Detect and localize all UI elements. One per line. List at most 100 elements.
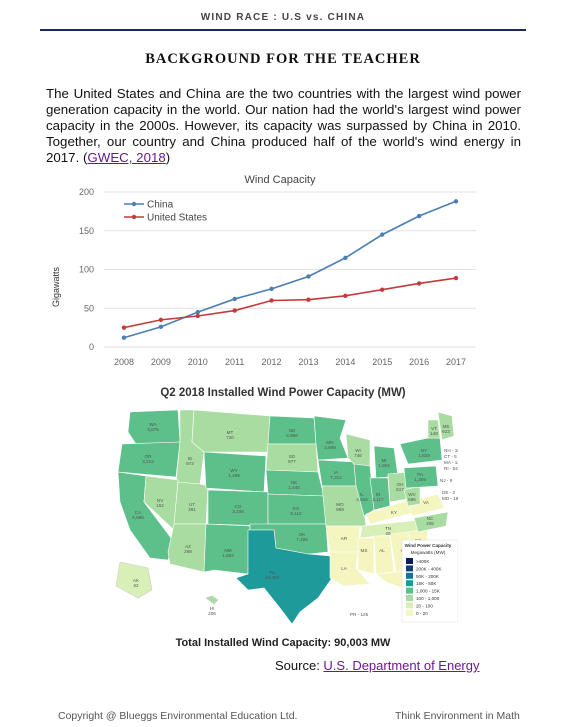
data-point bbox=[343, 255, 348, 261]
state-value-ny: 1,829 bbox=[418, 453, 430, 458]
state-label-ky: KY bbox=[391, 510, 397, 515]
y-tick-label: 100 bbox=[79, 265, 94, 275]
state-ny bbox=[399, 437, 443, 465]
state-value-oh: 617 bbox=[396, 487, 404, 492]
state-value-wy: 1,489 bbox=[228, 473, 240, 478]
y-tick-label: 150 bbox=[79, 226, 94, 236]
state-nc bbox=[413, 511, 449, 533]
state-label-ms: MS bbox=[361, 548, 368, 553]
state-label-nd: ND bbox=[289, 428, 296, 433]
grid-lines bbox=[104, 191, 476, 348]
state-label-pa: PA bbox=[417, 472, 424, 477]
state-value-wa: 3,075 bbox=[147, 427, 159, 432]
legend-swatch bbox=[406, 572, 413, 579]
state-label-ne: NE bbox=[291, 480, 297, 485]
state-callout: PR - 125 bbox=[350, 612, 369, 617]
data-point bbox=[232, 296, 237, 302]
legend-item-label: 50K - 200K bbox=[416, 574, 440, 579]
legend-swatch bbox=[406, 602, 413, 609]
data-point bbox=[306, 274, 311, 279]
state-callout: NJ - 9 bbox=[440, 478, 453, 483]
state-label-mi: MI bbox=[381, 458, 386, 463]
source-link[interactable]: U.S. Department of Energy bbox=[323, 658, 480, 673]
legend-item-label: >400K bbox=[416, 559, 430, 564]
state-label-mo: MO bbox=[336, 502, 344, 507]
state-callout: CT - 5 bbox=[444, 454, 457, 459]
footer-copyright: Copyright @ Blueggs Environmental Educat… bbox=[58, 710, 298, 722]
chart-title: Wind Capacity bbox=[245, 174, 316, 186]
data-point bbox=[343, 293, 348, 299]
state-label-il: IL bbox=[360, 492, 364, 497]
data-point bbox=[121, 335, 127, 340]
intro-paragraph: The United States and China are the two … bbox=[46, 86, 521, 166]
x-tick-label: 2012 bbox=[262, 357, 282, 367]
y-tick-label: 200 bbox=[79, 187, 94, 197]
data-point bbox=[380, 232, 385, 237]
state-callout: RI - 54 bbox=[444, 466, 458, 471]
x-tick-label: 2010 bbox=[188, 357, 208, 367]
state-value-mn: 3,699 bbox=[324, 445, 336, 450]
state-vt bbox=[427, 419, 441, 439]
y-axis-label: Gigawatts bbox=[51, 266, 61, 307]
state-label-ut: UT bbox=[189, 502, 195, 507]
x-tick-label: 2017 bbox=[446, 357, 466, 367]
x-tick-label: 2014 bbox=[335, 357, 355, 367]
data-point bbox=[453, 199, 459, 204]
state-label-az: AZ bbox=[185, 544, 191, 549]
data-point bbox=[269, 298, 274, 303]
state-tx bbox=[235, 529, 333, 625]
state-label-vt: VT bbox=[431, 426, 437, 431]
y-tick-labels: 0 50 100 150 200 bbox=[79, 187, 94, 352]
legend-swatch bbox=[406, 587, 413, 594]
state-callout: NH - 185 bbox=[444, 448, 458, 453]
state-callout: MA - 113 bbox=[444, 460, 458, 465]
state-label-la: LA bbox=[341, 566, 348, 571]
data-point bbox=[306, 297, 311, 302]
state-value-wv: 686 bbox=[408, 497, 416, 502]
state-value-ne: 1,445 bbox=[288, 485, 300, 490]
y-tick-label: 50 bbox=[84, 303, 94, 313]
legend-item-label: 0 - 20 bbox=[416, 611, 428, 616]
state-label-wv: WV bbox=[408, 492, 416, 497]
citation-close: ) bbox=[165, 150, 171, 165]
data-point bbox=[121, 325, 127, 330]
state-label-ar: AR bbox=[341, 536, 348, 541]
map-callouts: NH - 185CT - 5MA - 113RI - 54 NJ - 9 DE - … bbox=[350, 448, 458, 617]
state-callout: MD - 191 bbox=[442, 496, 458, 501]
gwec-citation-link[interactable]: GWEC, 2018 bbox=[87, 150, 166, 165]
state-value-nm: 1,682 bbox=[222, 553, 234, 558]
state-value-il: 4,464 bbox=[356, 497, 368, 502]
legend-swatch bbox=[406, 609, 413, 616]
state-label-ak: AK bbox=[133, 578, 140, 583]
state-label-ia: IA bbox=[334, 470, 339, 475]
state-value-wi: 746 bbox=[354, 453, 362, 458]
state-value-ut: 391 bbox=[188, 507, 196, 512]
legend-swatch bbox=[406, 595, 413, 601]
data-point bbox=[416, 281, 422, 286]
state-value-az: 268 bbox=[184, 549, 192, 554]
x-tick-labels: 2008 2009 2010 2011 2012 2013 2014 2015 2016 2017 bbox=[114, 357, 466, 367]
state-value-co: 3,106 bbox=[232, 509, 244, 514]
state-label-sd: SD bbox=[289, 454, 296, 459]
legend-item-label: 200K - 400K bbox=[416, 566, 442, 571]
state-value-pa: 1,369 bbox=[414, 477, 426, 482]
state-value-nc: 208 bbox=[426, 521, 434, 526]
state-value-or: 3,213 bbox=[142, 459, 154, 464]
wind-capacity-chart: Wind Capacity Gigawatts 0 50 100 150 200 200… bbox=[51, 174, 476, 367]
state-value-ia: 7,312 bbox=[330, 475, 342, 480]
state-label-nm: NM bbox=[224, 548, 231, 553]
data-point bbox=[232, 308, 237, 313]
state-label-in: IN bbox=[376, 492, 381, 497]
state-label-wi: WI bbox=[355, 448, 361, 453]
legend-item-label: 15K - 50K bbox=[416, 581, 437, 586]
state-ms bbox=[357, 537, 375, 575]
state-label-nv: NV bbox=[157, 498, 164, 503]
state-value-vt: 149 bbox=[430, 431, 438, 436]
state-label-wa: WA bbox=[149, 422, 157, 427]
state-label-nc: NC bbox=[427, 516, 434, 521]
data-point bbox=[380, 287, 385, 292]
x-tick-label: 2009 bbox=[151, 357, 171, 367]
legend-title: Wind Power Capacity bbox=[405, 543, 452, 548]
